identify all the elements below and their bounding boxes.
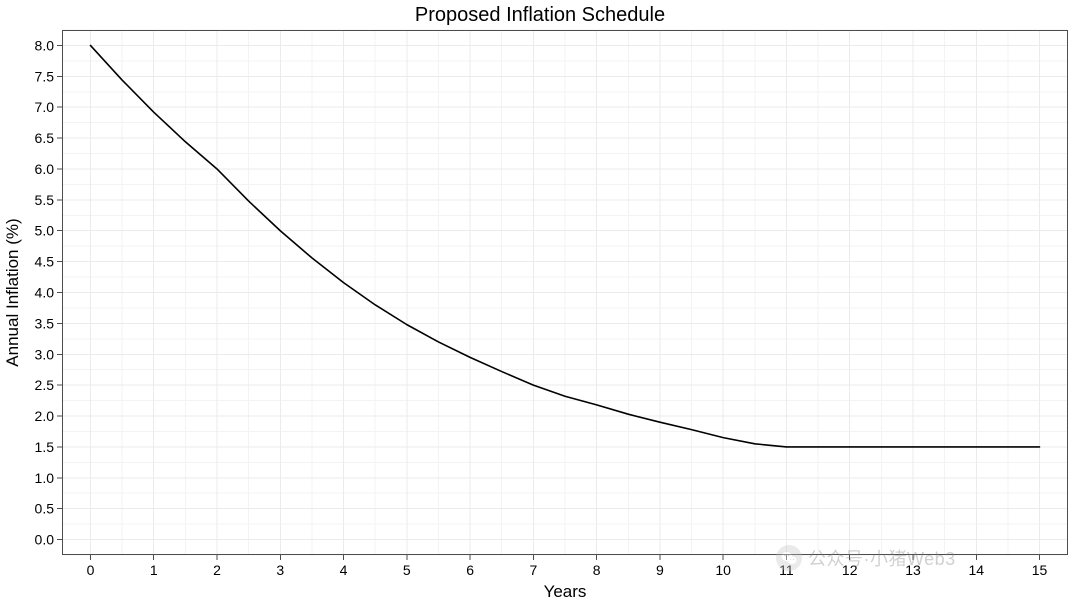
y-tick-label: 8.0 (35, 37, 55, 53)
y-tick-label: 0.0 (35, 532, 55, 548)
y-tick-label: 2.0 (35, 408, 55, 424)
y-axis-label: Annual Inflation (%) (3, 218, 22, 366)
x-tick-label: 10 (715, 562, 731, 578)
x-tick-label: 0 (87, 562, 95, 578)
y-tick-label: 2.5 (35, 377, 55, 393)
x-tick-label: 12 (842, 562, 858, 578)
x-tick-label: 14 (968, 562, 984, 578)
x-tick-label: 7 (529, 562, 537, 578)
y-tick-label: 4.5 (35, 254, 55, 270)
y-tick-label: 6.5 (35, 130, 55, 146)
y-tick-label: 7.0 (35, 99, 55, 115)
x-tick-label: 3 (276, 562, 284, 578)
y-tick-label: 3.0 (35, 346, 55, 362)
x-tick-label: 2 (213, 562, 221, 578)
x-tick-label: 15 (1032, 562, 1048, 578)
y-tick-label: 0.5 (35, 501, 55, 517)
x-tick-label: 11 (779, 562, 794, 578)
y-tick-label: 4.0 (35, 285, 55, 301)
inflation-chart: Proposed Inflation Schedule 012345678910… (0, 0, 1080, 608)
x-tick-label: 5 (403, 562, 411, 578)
x-tick-label: 4 (340, 562, 348, 578)
x-tick-label: 1 (150, 562, 158, 578)
y-tick-label: 7.5 (35, 68, 55, 84)
x-tick-label: 6 (466, 562, 474, 578)
y-tick-label: 1.5 (35, 439, 55, 455)
chart-title: Proposed Inflation Schedule (0, 4, 1080, 27)
x-tick-label: 9 (656, 562, 664, 578)
y-tick-label: 3.5 (35, 315, 55, 331)
x-tick-label: 8 (593, 562, 601, 578)
y-tick-label: 5.0 (35, 223, 55, 239)
y-tick-label: 1.0 (35, 470, 55, 486)
x-axis-label: Years (544, 582, 587, 601)
x-tick-label: 13 (905, 562, 921, 578)
y-tick-label: 5.5 (35, 192, 55, 208)
chart-svg: 01234567891011121314150.00.51.01.52.02.5… (0, 0, 1080, 608)
y-tick-label: 6.0 (35, 161, 55, 177)
